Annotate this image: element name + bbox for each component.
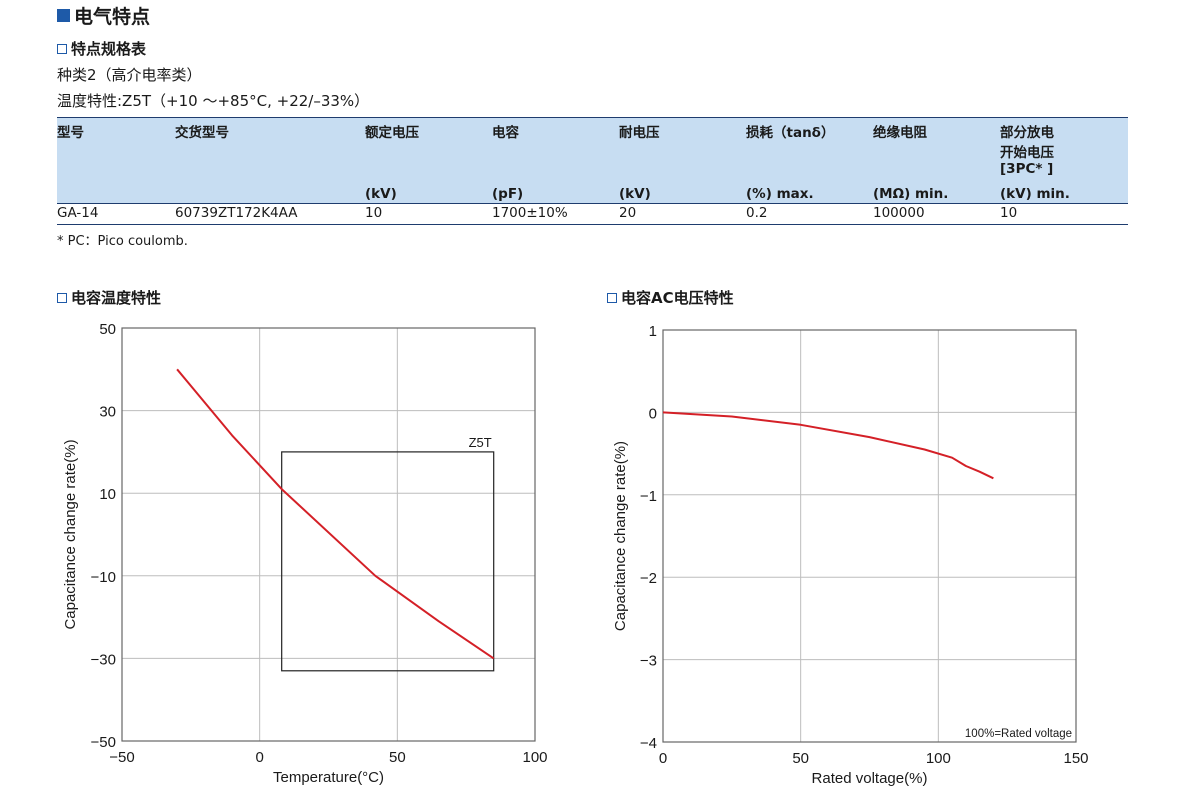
y-axis-label: Capacitance change rate(%): [62, 439, 79, 629]
y-tick-label: −30: [91, 651, 116, 668]
spec-box-label: Z5T: [469, 435, 492, 450]
y-tick-label: 30: [99, 404, 116, 421]
footnote: * PC：Pico coulomb.: [57, 234, 188, 249]
col-header-insulation: 绝缘电阻 (MΩ) min.: [873, 117, 1000, 204]
table-cell: 0.2: [746, 203, 873, 225]
col-header-rated-voltage: 额定电压 (kV): [365, 117, 492, 204]
table-cell: GA-14: [57, 203, 175, 225]
spec-heading-text: 特点规格表: [71, 40, 147, 58]
plot-frame: [121, 327, 536, 742]
x-tick-label: 50: [389, 749, 406, 766]
chart-title-ac-voltage: 电容AC电压特性: [607, 287, 734, 308]
y-tick-label: −1: [640, 488, 657, 505]
col-header-model: 型号: [57, 117, 175, 204]
chart-title-text: 电容AC电压特性: [621, 289, 734, 307]
col-header-partial-discharge: 部分放电 开始电压 [3PC* ] (kV) min.: [1000, 117, 1128, 204]
chart-title-temperature: 电容温度特性: [57, 287, 161, 308]
chart-title-text: 电容温度特性: [71, 289, 162, 307]
y-tick-label: −50: [91, 734, 116, 751]
x-axis-label: Temperature(°C): [273, 769, 384, 786]
y-tick-label: 50: [99, 321, 116, 338]
y-axis-label: Capacitance change rate(%): [612, 441, 629, 631]
spec-table: 型号 交货型号 额定电压 (kV) 电容 (pF) 耐电压 (kV) 损耗（tanδ）…: [57, 117, 1128, 225]
outline-square-icon: [57, 43, 67, 54]
table-cell: 10: [1000, 203, 1128, 225]
spec-heading: 特点规格表: [57, 38, 146, 59]
series-line: [176, 368, 495, 660]
x-tick-label: 150: [1063, 750, 1088, 767]
table-cell: 100000: [873, 203, 1000, 225]
col-header-order-code: 交货型号: [175, 117, 365, 204]
y-tick-label: 0: [649, 405, 657, 422]
col-header-capacitance: 电容 (pF): [492, 117, 619, 204]
y-tick-label: 1: [649, 323, 657, 340]
x-tick-label: 0: [659, 750, 667, 767]
y-tick-label: −4: [640, 735, 657, 752]
x-tick-label: 100: [522, 749, 547, 766]
col-header-withstand-voltage: 耐电压 (kV): [619, 117, 746, 204]
outline-square-icon: [57, 292, 67, 303]
x-tick-label: 0: [255, 749, 263, 766]
temp-char-line: 温度特性:Z5T（+10 ～+85°C, +22/–33%）: [57, 92, 370, 110]
y-tick-label: 10: [99, 486, 116, 503]
section-title: 电气特点: [57, 2, 150, 29]
x-axis-label: Rated voltage(%): [812, 770, 928, 787]
table-row: GA-14 60739ZT172K4AA 10 1700±10% 20 0.2 …: [57, 203, 1128, 225]
section-title-text: 电气特点: [74, 6, 151, 28]
outline-square-icon: [607, 292, 617, 303]
spec-limit-box: [281, 451, 495, 672]
y-tick-label: −2: [640, 570, 657, 587]
category-line: 种类2（高介电率类）: [57, 66, 202, 84]
table-header-row: 型号 交货型号 额定电压 (kV) 电容 (pF) 耐电压 (kV) 损耗（tanδ）…: [57, 117, 1128, 204]
x-tick-label: 100: [926, 750, 951, 767]
table-cell: 20: [619, 203, 746, 225]
y-tick-label: −10: [91, 569, 116, 586]
temperature-chart: 50 30 10 −10 −30 −50−50 0 50 100 Temperature(°C) C…: [62, 321, 548, 786]
col-header-dissipation: 损耗（tanδ） (%) max.: [746, 117, 873, 204]
plot-frame: [662, 329, 1077, 743]
x-tick-label: −50: [109, 749, 134, 766]
x-tick-label: 50: [792, 750, 809, 767]
table-cell: 60739ZT172K4AA: [175, 203, 365, 225]
filled-square-icon: [57, 9, 70, 22]
y-tick-label: −3: [640, 653, 657, 670]
table-cell: 10: [365, 203, 492, 225]
table-cell: 1700±10%: [492, 203, 619, 225]
chart-annotation: 100%=Rated voltage: [965, 728, 1072, 740]
series-line: [662, 411, 994, 480]
